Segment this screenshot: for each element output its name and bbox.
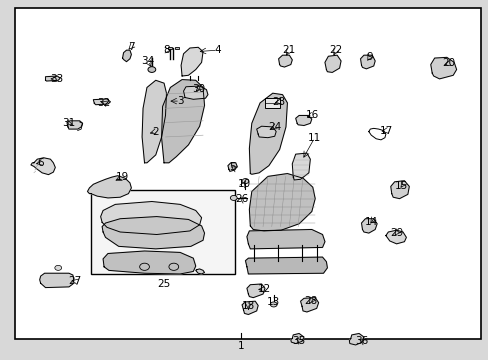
Polygon shape xyxy=(295,116,311,126)
Text: 31: 31 xyxy=(62,118,76,128)
Bar xyxy=(168,47,172,49)
Text: 35: 35 xyxy=(292,336,305,346)
Text: 27: 27 xyxy=(68,276,81,286)
Text: 9: 9 xyxy=(365,52,372,62)
Text: 30: 30 xyxy=(192,84,205,94)
Polygon shape xyxy=(278,55,292,67)
Polygon shape xyxy=(246,229,325,249)
Text: 18: 18 xyxy=(241,301,255,311)
Text: 8: 8 xyxy=(163,45,169,55)
Text: 3: 3 xyxy=(177,96,183,106)
Polygon shape xyxy=(256,126,276,138)
Text: 36: 36 xyxy=(354,336,367,346)
Text: 28: 28 xyxy=(304,296,317,306)
Text: 26: 26 xyxy=(234,194,248,204)
Text: 23: 23 xyxy=(271,97,285,107)
Polygon shape xyxy=(292,153,310,180)
Text: 15: 15 xyxy=(394,181,407,192)
Circle shape xyxy=(230,195,237,201)
Polygon shape xyxy=(142,80,166,163)
Text: 16: 16 xyxy=(305,110,319,120)
Polygon shape xyxy=(227,163,237,171)
Circle shape xyxy=(55,265,61,270)
Text: 24: 24 xyxy=(267,122,281,132)
Text: 29: 29 xyxy=(389,228,403,238)
Text: 17: 17 xyxy=(380,126,393,135)
Text: 34: 34 xyxy=(141,56,154,66)
Text: 6: 6 xyxy=(37,158,44,168)
Polygon shape xyxy=(103,251,195,274)
Polygon shape xyxy=(360,55,374,69)
Polygon shape xyxy=(87,176,131,198)
Text: 19: 19 xyxy=(116,172,129,182)
Text: 20: 20 xyxy=(442,58,455,68)
Polygon shape xyxy=(290,333,304,343)
Text: 10: 10 xyxy=(237,179,250,189)
Polygon shape xyxy=(430,57,456,79)
Polygon shape xyxy=(93,99,110,105)
Polygon shape xyxy=(300,298,318,312)
Polygon shape xyxy=(122,50,131,62)
Polygon shape xyxy=(325,55,340,72)
Text: 25: 25 xyxy=(157,279,170,289)
Bar xyxy=(91,190,234,274)
Text: 2: 2 xyxy=(152,127,159,136)
Polygon shape xyxy=(31,158,55,175)
Polygon shape xyxy=(246,284,264,298)
Polygon shape xyxy=(385,230,406,244)
Text: 21: 21 xyxy=(282,45,295,55)
Text: 4: 4 xyxy=(214,45,221,55)
Text: 7: 7 xyxy=(128,42,134,51)
Polygon shape xyxy=(249,174,315,231)
Circle shape xyxy=(148,67,156,72)
Polygon shape xyxy=(102,217,204,249)
Polygon shape xyxy=(390,181,408,199)
Polygon shape xyxy=(195,269,204,274)
Text: 12: 12 xyxy=(257,284,270,294)
Text: 11: 11 xyxy=(307,133,321,143)
Circle shape xyxy=(270,302,277,307)
Bar xyxy=(175,47,179,49)
Bar xyxy=(264,98,279,108)
Polygon shape xyxy=(245,257,327,274)
Circle shape xyxy=(242,179,248,184)
Text: 13: 13 xyxy=(266,297,280,307)
Polygon shape xyxy=(348,333,363,345)
Text: 32: 32 xyxy=(97,98,110,108)
Text: 22: 22 xyxy=(329,45,342,55)
Text: 1: 1 xyxy=(237,341,244,351)
Polygon shape xyxy=(40,273,74,288)
Polygon shape xyxy=(183,86,207,99)
Polygon shape xyxy=(101,202,201,234)
Polygon shape xyxy=(161,80,204,163)
Text: 33: 33 xyxy=(50,74,63,84)
Polygon shape xyxy=(242,301,258,315)
Polygon shape xyxy=(361,219,376,233)
Text: 5: 5 xyxy=(229,162,236,172)
Polygon shape xyxy=(67,121,82,129)
Polygon shape xyxy=(249,93,287,174)
Polygon shape xyxy=(181,47,203,76)
Polygon shape xyxy=(45,76,60,81)
Text: 14: 14 xyxy=(364,217,377,227)
